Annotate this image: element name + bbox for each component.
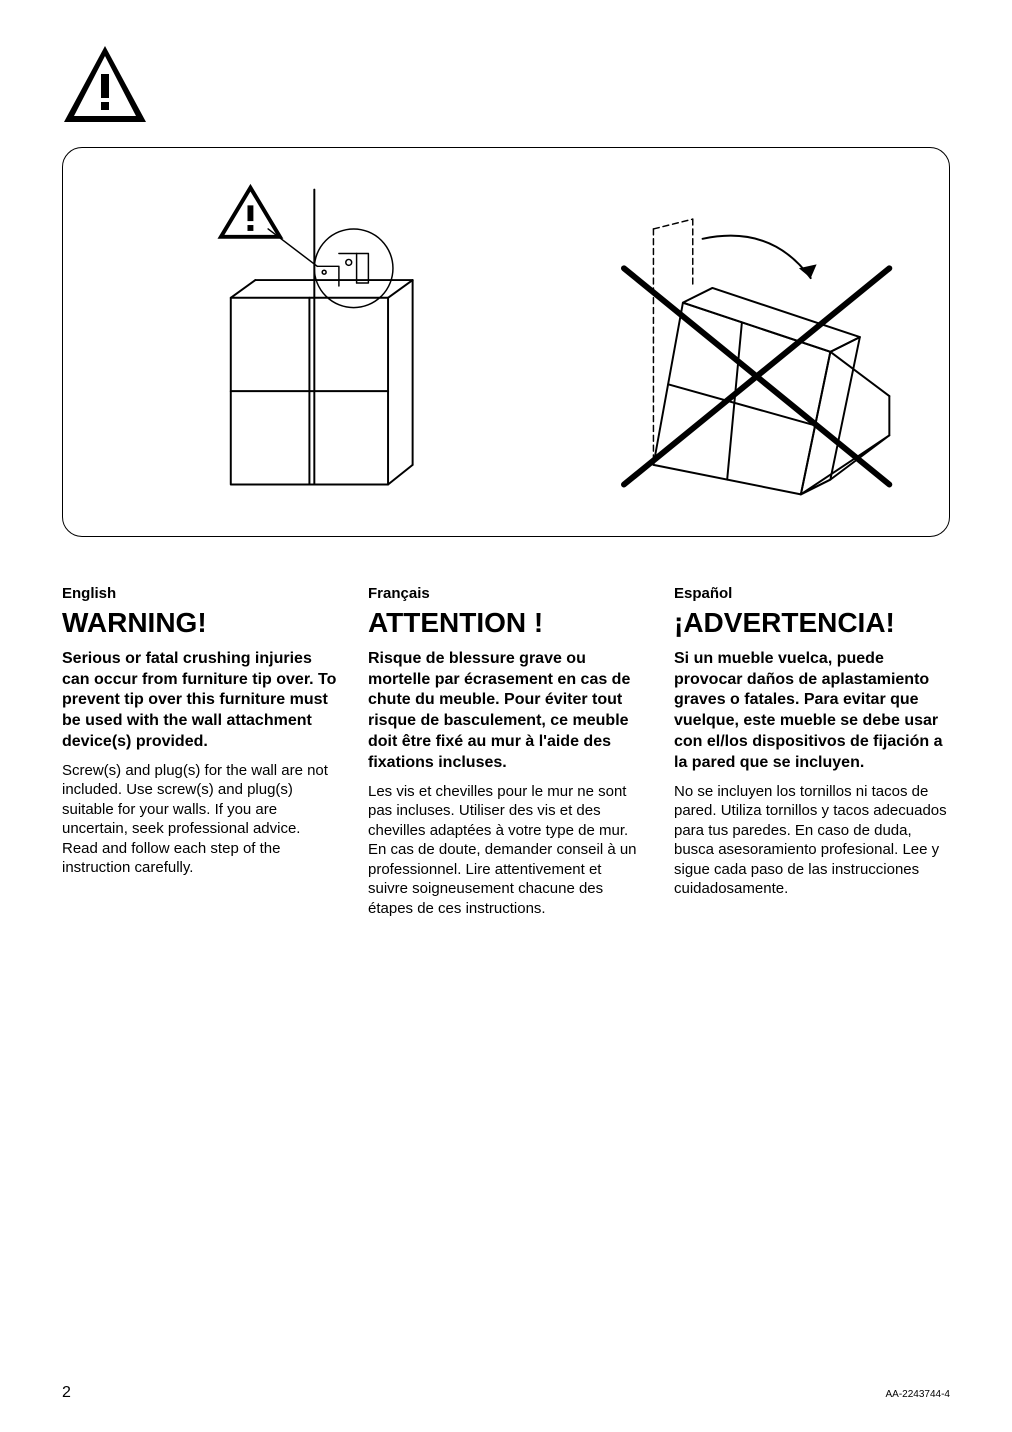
warning-subhead: Serious or fatal crushing injuries can o… — [62, 649, 338, 753]
page-number: 2 — [62, 1384, 71, 1402]
lang-label: Français — [368, 585, 644, 602]
warning-body: Les vis et chevilles pour le mur ne sont… — [368, 782, 644, 919]
diagram-svg — [103, 168, 909, 516]
small-warning-icon — [221, 188, 280, 237]
warning-heading: WARNING! — [62, 608, 338, 639]
text-columns: English WARNING! Serious or fatal crushi… — [62, 585, 950, 918]
doc-code: AA-2243744-4 — [886, 1389, 951, 1400]
warning-body: Screw(s) and plug(s) for the wall are no… — [62, 761, 338, 878]
warning-subhead: Si un mueble vuelca, puede provocar daño… — [674, 649, 950, 774]
warning-body: No se incluyen los tornillos ni tacos de… — [674, 782, 950, 899]
warning-subhead: Risque de blessure grave ou mortelle par… — [368, 649, 644, 774]
tip-over-diagram — [62, 147, 950, 537]
column-english: English WARNING! Serious or fatal crushi… — [62, 585, 338, 918]
warning-heading: ¡ADVERTENCIA! — [674, 608, 950, 639]
lang-label: Español — [674, 585, 950, 602]
page-footer: 2 AA-2243744-4 — [62, 1384, 950, 1402]
warning-icon — [62, 44, 950, 129]
warning-heading: ATTENTION ! — [368, 608, 644, 639]
document-page: English WARNING! Serious or fatal crushi… — [0, 0, 1012, 1432]
column-francais: Français ATTENTION ! Risque de blessure … — [368, 585, 644, 918]
lang-label: English — [62, 585, 338, 602]
column-espanol: Español ¡ADVERTENCIA! Si un mueble vuelc… — [674, 585, 950, 918]
